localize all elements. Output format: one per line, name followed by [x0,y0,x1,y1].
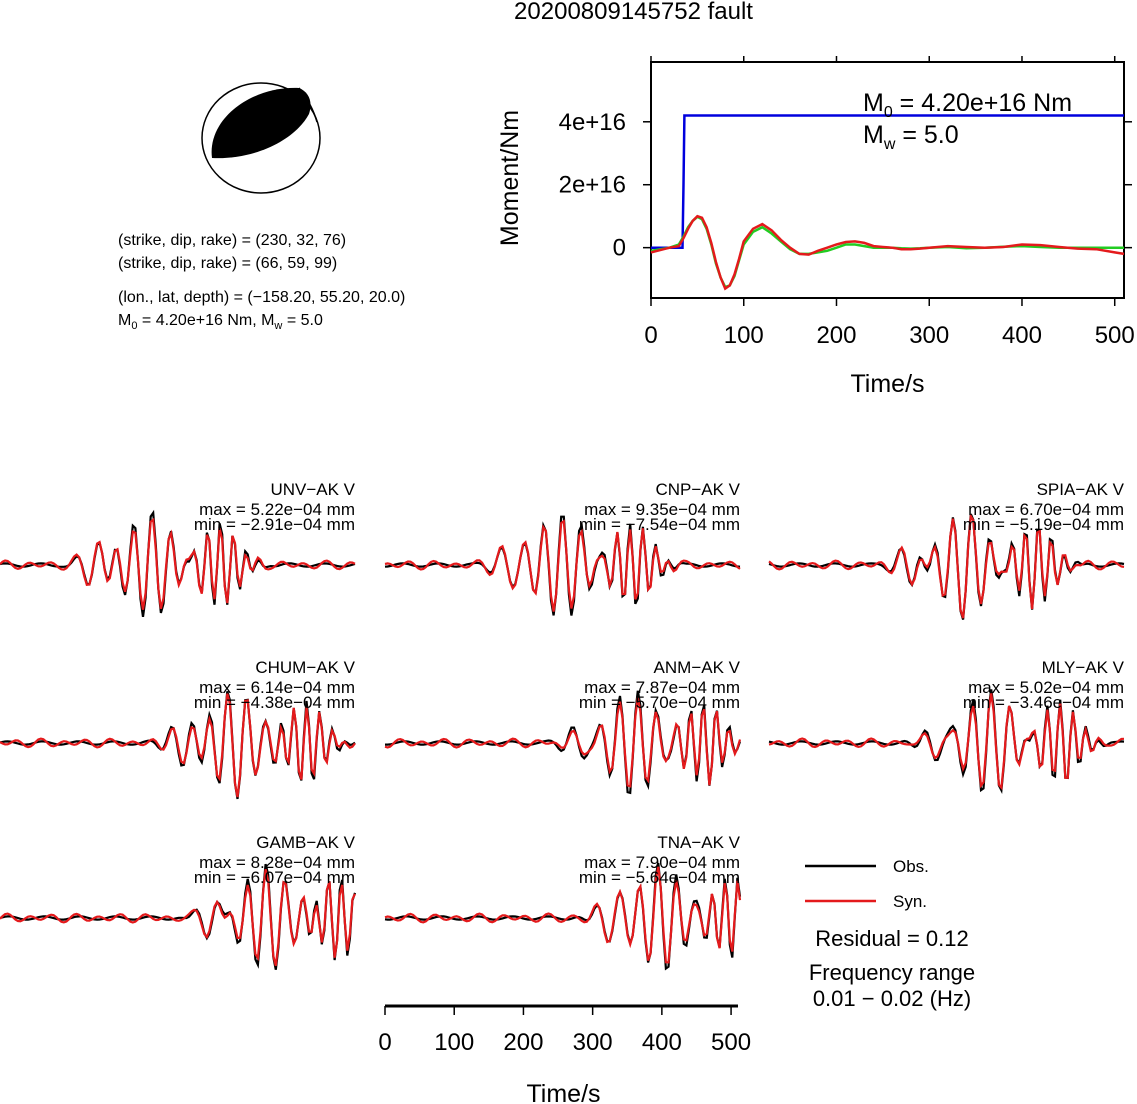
nodal-plane-2: (strike, dip, rake) = (66, 59, 99) [118,255,338,272]
waveform-x-tick-label: 300 [573,1029,613,1056]
waveform-syn-trace [768,693,1125,791]
station-max-amplitude: max = 7.87e−04 mm [584,678,740,697]
station-label: TNA−AK V [657,833,740,852]
compressional-quadrant [211,87,311,159]
waveform-syn-trace [0,517,356,610]
moment-x-tick-label: 500 [1095,322,1135,349]
station-min-amplitude: min = −2.91e−04 mm [194,515,355,534]
moment-function-chart: 0 100 200 300 400 500 0 2e+16 4e+16 Time/s Moment/… [496,56,1135,398]
frequency-range-label: Frequency range [809,960,975,985]
moment-x-tick-label: 100 [724,322,764,349]
station-label: MLY−AK V [1042,658,1125,677]
waveform-x-tick-label: 0 [378,1029,391,1056]
legend-observed-label: Obs. [893,857,929,876]
station-min-amplitude: min = −5.70e−04 mm [579,693,740,712]
waveform-syn-trace [0,868,356,967]
station-max-amplitude: max = 8.28e−04 mm [199,853,355,872]
moment-x-axis-label: Time/s [850,370,924,398]
moment-y-tick-label: 2e+16 [559,172,626,199]
station-max-amplitude: max = 5.02e−04 mm [968,678,1124,697]
residual-label: Residual = 0.12 [815,926,969,951]
waveform-x-axis-label: Time/s [526,1080,600,1104]
station-min-amplitude: min = −5.64e−04 mm [579,868,740,887]
moment-series-line-2 [650,214,1125,291]
moment-y-axis-label: Moment/Nm [496,110,524,246]
moment-x-tick-label: 300 [909,322,949,349]
page-title: 20200809145752 fault [514,0,753,25]
moment-summary: M0 = 4.20e+16 Nm, Mw = 5.0 [118,312,323,333]
station-min-amplitude: min = −5.19e−04 mm [963,515,1124,534]
legend-synthetic-label: Syn. [893,892,927,911]
waveform-x-tick-label: 500 [711,1029,751,1056]
frequency-range-value: 0.01 − 0.02 (Hz) [813,986,971,1011]
station-min-amplitude: min = −3.46e−04 mm [963,693,1124,712]
station-max-amplitude: max = 5.22e−04 mm [199,500,355,519]
nodal-plane-1: (strike, dip, rake) = (230, 32, 76) [118,232,347,249]
waveform-syn-trace [384,697,742,788]
hypocenter-location: (lon., lat, depth) = (−158.20, 55.20, 20… [118,289,406,306]
station-max-amplitude: max = 6.14e−04 mm [199,678,355,697]
station-max-amplitude: max = 7.90e−04 mm [584,853,740,872]
station-label: ANM−AK V [654,658,741,677]
station-label: SPIA−AK V [1037,480,1125,499]
waveform-x-tick-label: 200 [503,1029,543,1056]
moment-series-line-1 [650,215,1124,289]
moment-x-tick-label: 400 [1002,322,1042,349]
focal-mechanism-beachball [201,82,321,194]
waveform-syn-trace [384,519,741,612]
moment-y-tick-label: 0 [613,235,626,262]
station-max-amplitude: max = 6.70e−04 mm [968,500,1124,519]
waveform-syn-trace [768,512,1125,619]
waveform-x-tick-label: 100 [434,1029,474,1056]
waveform-x-tick-label: 400 [642,1029,682,1056]
station-max-amplitude: max = 9.35e−04 mm [584,500,740,519]
station-label: CHUM−AK V [255,658,355,677]
moment-x-tick-label: 0 [644,322,657,349]
moment-y-tick-label: 4e+16 [559,109,626,136]
waveform-syn-trace [0,693,356,798]
station-label: UNV−AK V [270,480,355,499]
moment-x-tick-label: 200 [816,322,856,349]
station-label: CNP−AK V [655,480,740,499]
waveform-syn-trace [384,866,742,964]
station-min-amplitude: min = −4.38e−04 mm [194,693,355,712]
station-min-amplitude: min = −6.07e−04 mm [194,868,355,887]
moment-annotation-mw: Mw = 5.0 [863,121,959,153]
moment-plot-frame [650,61,1125,299]
station-min-amplitude: min = −7.54e−04 mm [579,515,740,534]
station-label: GAMB−AK V [256,833,355,852]
moment-annotation-m0: M0 = 4.20e+16 Nm [863,89,1072,121]
